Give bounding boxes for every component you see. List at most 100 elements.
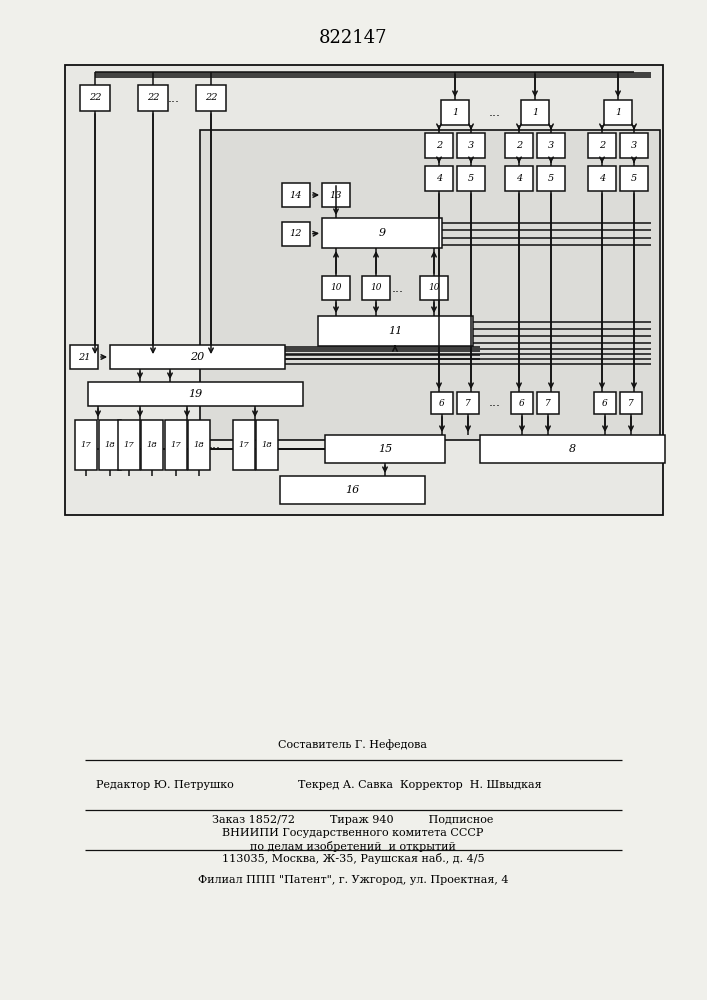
Text: 822147: 822147	[319, 29, 387, 47]
Text: Филиал ППП "Патент", г. Ужгород, ул. Проектная, 4: Филиал ППП "Патент", г. Ужгород, ул. Про…	[198, 875, 508, 885]
Text: 4: 4	[436, 174, 442, 183]
Bar	[505, 166, 533, 191]
Text: Составитель Г. Нефедова: Составитель Г. Нефедова	[279, 740, 428, 750]
Bar	[322, 276, 350, 300]
Bar	[457, 392, 479, 414]
Text: 4: 4	[516, 174, 522, 183]
Text: 17: 17	[239, 441, 250, 449]
Bar	[457, 133, 485, 158]
Text: 22: 22	[147, 94, 159, 103]
Bar	[620, 166, 648, 191]
Text: 12: 12	[290, 230, 303, 238]
Text: ...: ...	[168, 92, 180, 104]
Bar	[441, 100, 469, 125]
Text: 7: 7	[545, 398, 551, 408]
Bar	[620, 392, 642, 414]
Text: 16: 16	[346, 485, 360, 495]
Text: 7: 7	[628, 398, 634, 408]
Bar	[620, 133, 648, 158]
Bar	[425, 133, 453, 158]
Text: 1: 1	[615, 108, 621, 117]
Bar	[70, 345, 98, 369]
Text: 113035, Москва, Ж-35, Раушская наб., д. 4/5: 113035, Москва, Ж-35, Раушская наб., д. …	[222, 854, 484, 864]
Text: 7: 7	[465, 398, 471, 408]
Text: 21: 21	[78, 353, 90, 361]
Text: Заказ 1852/72          Тираж 940          Подписное: Заказ 1852/72 Тираж 940 Подписное	[212, 815, 493, 825]
Bar	[480, 435, 665, 463]
Bar	[537, 133, 565, 158]
Text: 6: 6	[519, 398, 525, 408]
Bar	[537, 166, 565, 191]
Text: 15: 15	[378, 444, 392, 454]
Text: 3: 3	[548, 141, 554, 150]
Bar	[99, 420, 121, 470]
Text: 6: 6	[602, 398, 608, 408]
Text: ...: ...	[489, 105, 501, 118]
Text: 6: 6	[439, 398, 445, 408]
Text: 2: 2	[516, 141, 522, 150]
Text: ...: ...	[209, 438, 221, 452]
Text: 18: 18	[262, 441, 272, 449]
Bar	[322, 183, 350, 207]
Bar	[256, 420, 278, 470]
Text: 22: 22	[89, 94, 101, 103]
Bar	[80, 85, 110, 111]
Text: 5: 5	[631, 174, 637, 183]
Text: 13: 13	[329, 190, 342, 200]
Text: ...: ...	[489, 396, 501, 410]
Bar	[604, 100, 632, 125]
Text: ВНИИПИ Государственного комитета СССР: ВНИИПИ Государственного комитета СССР	[222, 828, 484, 838]
Text: 9: 9	[378, 228, 385, 238]
Bar	[75, 420, 97, 470]
Text: 20: 20	[190, 352, 204, 362]
Text: 4: 4	[599, 174, 605, 183]
Bar	[318, 316, 473, 346]
Text: 19: 19	[188, 389, 203, 399]
Text: 1: 1	[532, 108, 538, 117]
Text: 14: 14	[290, 190, 303, 200]
Bar	[188, 420, 210, 470]
Bar	[420, 276, 448, 300]
Bar	[588, 166, 616, 191]
Text: 10: 10	[330, 284, 341, 292]
Text: 1: 1	[452, 108, 458, 117]
Bar	[431, 392, 453, 414]
Bar	[322, 218, 442, 248]
Bar	[138, 85, 168, 111]
Bar	[511, 392, 533, 414]
Text: 5: 5	[548, 174, 554, 183]
Bar	[594, 392, 616, 414]
Text: 3: 3	[468, 141, 474, 150]
Bar	[141, 420, 163, 470]
Text: по делам изобретений  и открытий: по делам изобретений и открытий	[250, 840, 456, 852]
Text: 17: 17	[170, 441, 182, 449]
Bar	[282, 222, 310, 246]
Text: 11: 11	[388, 326, 402, 336]
Text: 22: 22	[205, 94, 217, 103]
Bar	[588, 133, 616, 158]
Bar	[118, 420, 140, 470]
Text: 2: 2	[436, 141, 442, 150]
Bar	[65, 65, 663, 515]
Text: 5: 5	[468, 174, 474, 183]
Text: 18: 18	[194, 441, 204, 449]
Bar	[457, 166, 485, 191]
Bar	[537, 392, 559, 414]
Bar	[110, 345, 285, 369]
Text: ...: ...	[392, 282, 404, 294]
Bar	[280, 476, 425, 504]
Bar	[521, 100, 549, 125]
Text: 10: 10	[428, 284, 440, 292]
Text: 18: 18	[146, 441, 158, 449]
Bar	[362, 276, 390, 300]
Text: 18: 18	[105, 441, 115, 449]
Text: 17: 17	[124, 441, 134, 449]
Bar	[505, 133, 533, 158]
Text: 3: 3	[631, 141, 637, 150]
Bar	[196, 85, 226, 111]
Text: Редактор Ю. Петрушко: Редактор Ю. Петрушко	[96, 780, 234, 790]
Bar	[425, 166, 453, 191]
Text: 2: 2	[599, 141, 605, 150]
Bar	[233, 420, 255, 470]
Bar	[88, 382, 303, 406]
